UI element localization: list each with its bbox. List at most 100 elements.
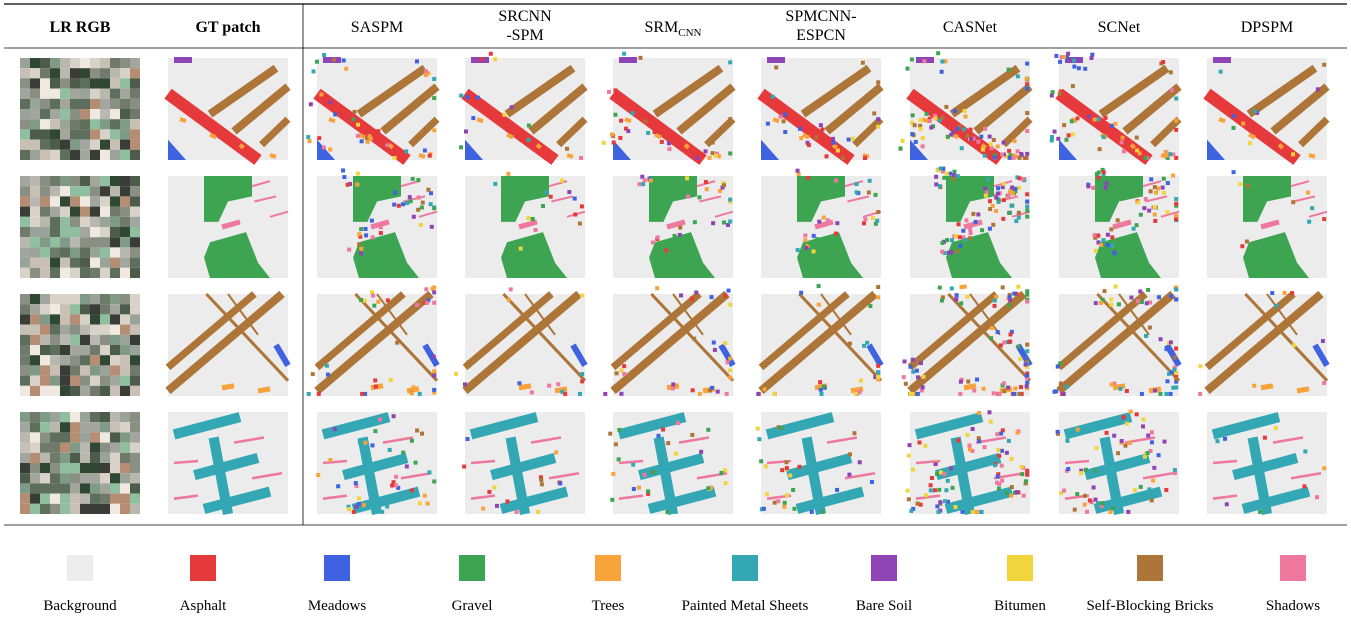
noise-pixel [671, 382, 675, 386]
noise-pixel [580, 379, 584, 383]
noise-pixel [385, 504, 389, 508]
noise-pixel [965, 295, 969, 299]
image-pixel [80, 129, 90, 139]
noise-pixel [1322, 466, 1326, 470]
noise-pixel [1024, 479, 1028, 483]
noise-pixel [1140, 300, 1144, 304]
noise-pixel [952, 173, 956, 177]
noise-pixel [946, 479, 950, 483]
noise-pixel [1168, 152, 1172, 156]
noise-pixel [773, 392, 777, 396]
image-pixel [130, 386, 140, 396]
noise-pixel [728, 60, 732, 64]
column-header: SRCNN-SPM [498, 8, 552, 44]
image-pixel [90, 196, 100, 206]
column-header-subscript: CNN [678, 27, 701, 39]
image-pixel [70, 494, 80, 504]
image-pixel [20, 412, 30, 422]
image-pixel [60, 463, 70, 473]
noise-pixel [929, 488, 933, 492]
image-pixel [30, 186, 40, 196]
noise-pixel [1062, 392, 1066, 396]
noise-pixel [1071, 133, 1075, 137]
noise-pixel [971, 427, 975, 431]
noise-pixel [917, 440, 921, 444]
noise-pixel [831, 137, 835, 141]
image-pixel [30, 227, 40, 237]
noise-pixel [1100, 501, 1104, 505]
noise-pixel [1165, 379, 1169, 383]
noise-pixel [1008, 156, 1012, 160]
noise-pixel [1215, 439, 1219, 443]
image-pixel [50, 432, 60, 442]
noise-pixel [507, 298, 511, 302]
image-pixel [120, 119, 130, 129]
image-pixel [110, 376, 120, 386]
image-pixel [80, 463, 90, 473]
image-pixel [40, 129, 50, 139]
image-pixel [40, 473, 50, 483]
image-pixel [30, 237, 40, 247]
noise-pixel [791, 116, 795, 120]
noise-pixel [1128, 441, 1132, 445]
image-pixel [120, 494, 130, 504]
noise-pixel [308, 139, 312, 143]
image-pixel [50, 473, 60, 483]
noise-pixel [690, 297, 694, 301]
image-pixel [120, 335, 130, 345]
noise-pixel [1088, 498, 1092, 502]
image-pixel [120, 207, 130, 217]
image-pixel [60, 68, 70, 78]
noise-pixel [319, 92, 323, 96]
image-pixel [50, 119, 60, 129]
noise-pixel [1079, 471, 1083, 475]
image-pixel [80, 483, 90, 493]
image-pixel [40, 294, 50, 304]
noise-pixel [780, 468, 784, 472]
image-pixel [80, 473, 90, 483]
image-pixel [100, 140, 110, 150]
noise-pixel [394, 475, 398, 479]
image-pixel [50, 247, 60, 257]
noise-pixel [1014, 219, 1018, 223]
noise-pixel [1274, 426, 1278, 430]
image-patch [20, 294, 140, 396]
class-region [222, 386, 234, 388]
image-pixel [20, 345, 30, 355]
noise-pixel [765, 492, 769, 496]
noise-pixel [1246, 184, 1250, 188]
noise-pixel [1025, 473, 1029, 477]
noise-pixel [1053, 130, 1057, 134]
image-pixel [60, 473, 70, 483]
noise-pixel [1025, 152, 1029, 156]
noise-pixel [1002, 141, 1006, 145]
noise-pixel [1141, 424, 1145, 428]
noise-pixel [979, 135, 983, 139]
image-pixel [100, 376, 110, 386]
noise-pixel [678, 233, 682, 237]
class-region [833, 145, 837, 148]
noise-pixel [530, 390, 534, 394]
image-pixel [30, 463, 40, 473]
noise-pixel [1018, 357, 1022, 361]
class-region [625, 119, 631, 121]
noise-pixel [405, 464, 409, 468]
noise-pixel [722, 221, 726, 225]
noise-pixel [541, 204, 545, 208]
noise-pixel [432, 301, 436, 305]
noise-pixel [544, 190, 548, 194]
noise-pixel [1102, 135, 1106, 139]
image-pixel [50, 140, 60, 150]
image-patch [1207, 170, 1327, 278]
class-region [180, 119, 186, 121]
noise-pixel [1174, 297, 1178, 301]
image-pixel [30, 483, 40, 493]
noise-pixel [424, 287, 428, 291]
noise-pixel [957, 222, 961, 226]
noise-pixel [1015, 490, 1019, 494]
image-pixel [50, 412, 60, 422]
image-pixel [30, 422, 40, 432]
image-pixel [40, 247, 50, 257]
noise-pixel [1024, 363, 1028, 367]
image-pixel [100, 237, 110, 247]
